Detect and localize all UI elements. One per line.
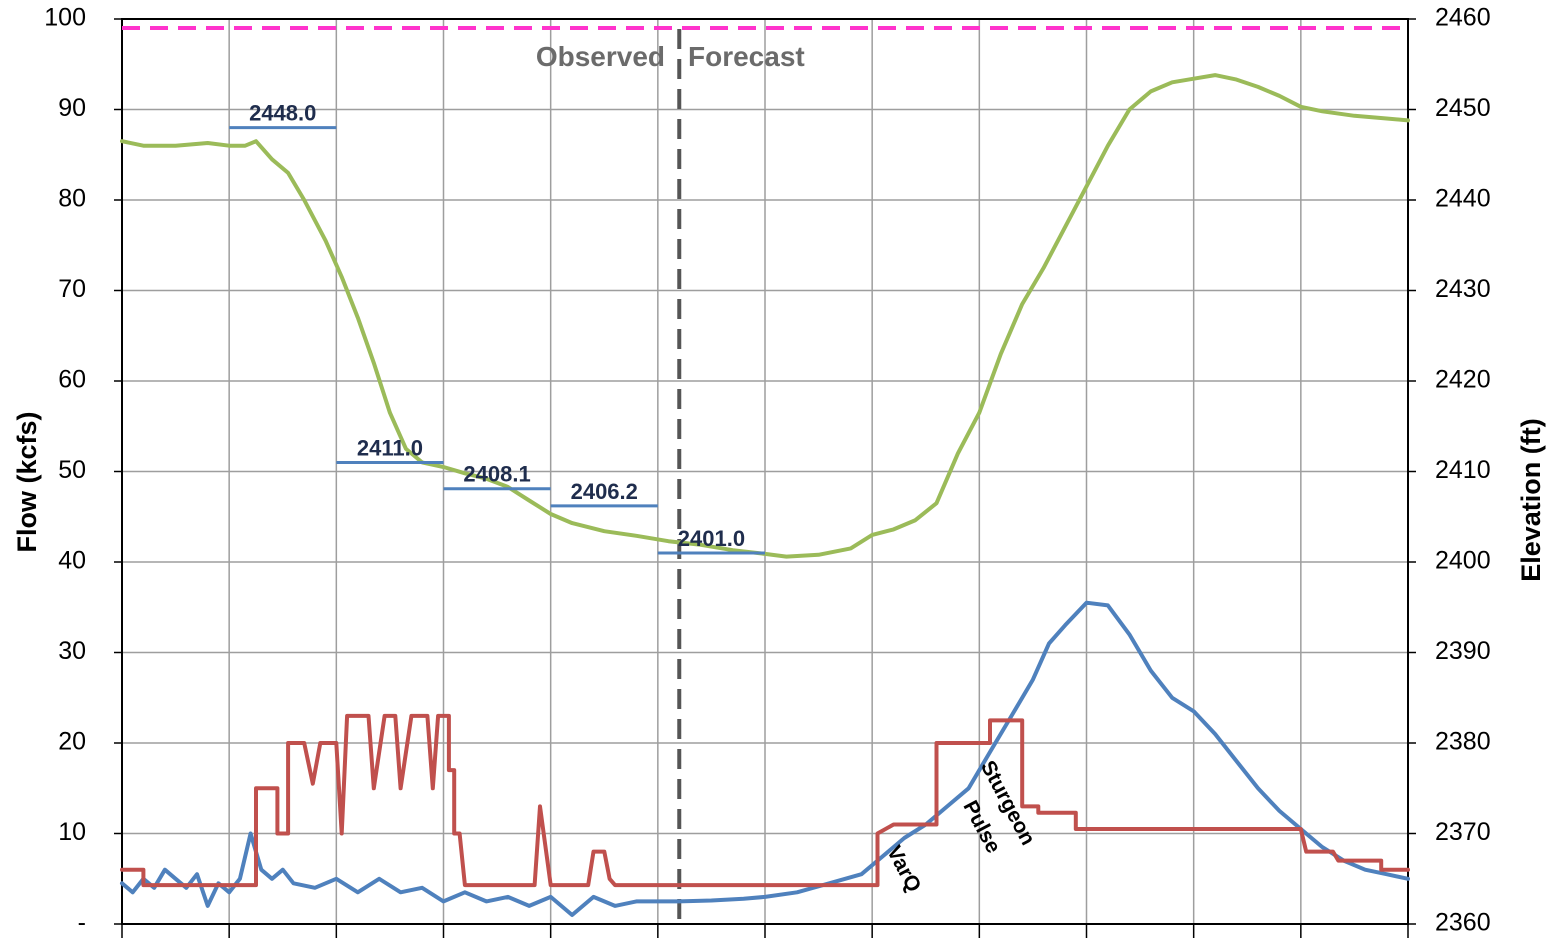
y-left-tick-label: 10 xyxy=(58,818,86,846)
y-right-tick-label: 2410 xyxy=(1435,456,1491,484)
y-right-tick-label: 2360 xyxy=(1435,909,1491,937)
y-left-tick-label: 70 xyxy=(58,275,86,303)
y-left-tick-label: 40 xyxy=(58,547,86,575)
y-left-tick-label: - xyxy=(78,909,86,937)
y-right-tick-label: 2390 xyxy=(1435,637,1491,665)
y-right-tick-label: 2380 xyxy=(1435,728,1491,756)
y-left-tick-label: 100 xyxy=(44,4,86,32)
y-left-tick-label: 90 xyxy=(58,94,86,122)
y-right-tick-label: 2460 xyxy=(1435,4,1491,32)
y-right-tick-label: 2450 xyxy=(1435,94,1491,122)
y-right-tick-label: 2400 xyxy=(1435,547,1491,575)
elevation-target-label: 2401.0 xyxy=(678,526,745,551)
elevation-target-label: 2411.0 xyxy=(357,435,423,460)
observed-label: Observed xyxy=(536,41,665,72)
y-right-tick-label: 2440 xyxy=(1435,185,1491,213)
y-right-tick-label: 2370 xyxy=(1435,818,1491,846)
y-right-tick-label: 2420 xyxy=(1435,366,1491,394)
y-left-tick-label: 60 xyxy=(58,366,86,394)
elevation-target-label: 2406.2 xyxy=(571,479,638,504)
y-axis-left-title: Flow (kcfs) xyxy=(12,411,42,552)
y-left-tick-label: 30 xyxy=(58,637,86,665)
elevation-target-label: 2448.0 xyxy=(249,101,316,126)
y-right-tick-label: 2430 xyxy=(1435,275,1491,303)
y-axis-right-title: Elevation (ft) xyxy=(1516,418,1546,582)
forecast-label: Forecast xyxy=(688,41,805,72)
y-left-tick-label: 80 xyxy=(58,185,86,213)
elevation-target-label: 2408.1 xyxy=(463,462,530,487)
y-left-tick-label: 20 xyxy=(58,728,86,756)
y-left-tick-label: 50 xyxy=(58,456,86,484)
